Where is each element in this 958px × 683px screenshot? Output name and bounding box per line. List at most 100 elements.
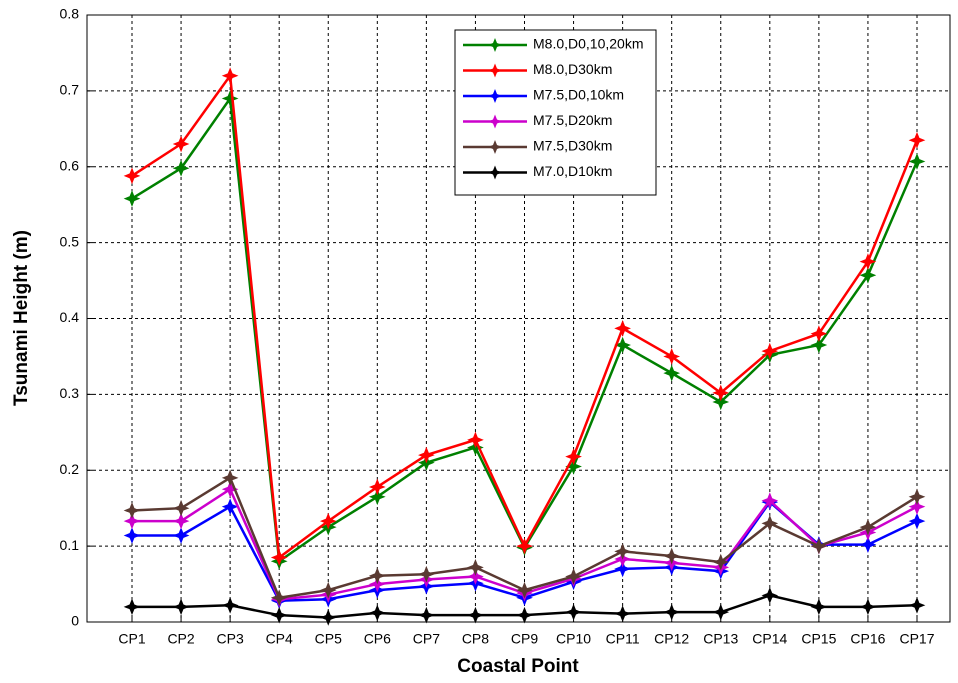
legend-label: M7.5,D20km <box>533 112 612 128</box>
marker <box>172 499 190 517</box>
marker <box>270 549 288 566</box>
legend-marker <box>488 38 502 52</box>
marker <box>663 364 681 382</box>
marker <box>368 488 386 506</box>
marker <box>908 131 926 149</box>
marker <box>221 469 239 487</box>
marker <box>516 537 533 555</box>
x-tick-label: CP11 <box>606 631 640 647</box>
marker <box>908 596 926 614</box>
x-tick-label: CP7 <box>413 631 440 647</box>
x-tick-label: CP8 <box>462 631 489 647</box>
marker <box>908 488 926 506</box>
marker <box>859 266 877 284</box>
marker <box>663 348 681 365</box>
marker <box>368 567 386 585</box>
legend-label: M8.0,D0,10,20km <box>533 36 644 52</box>
legend-label: M7.0,D10km <box>533 163 612 179</box>
y-tick-label: 0.6 <box>60 157 80 173</box>
marker <box>221 498 239 516</box>
marker <box>418 565 435 583</box>
marker <box>859 536 877 553</box>
marker <box>908 512 926 530</box>
marker <box>859 518 877 536</box>
marker <box>614 605 631 623</box>
marker <box>123 502 141 519</box>
x-tick-label: CP15 <box>801 631 836 647</box>
marker <box>859 598 877 616</box>
x-axis-title: Coastal Point <box>457 656 579 677</box>
x-tick-label: CP4 <box>266 631 293 647</box>
marker <box>663 547 681 565</box>
x-tick-label: CP9 <box>511 631 538 647</box>
y-tick-label: 0.8 <box>60 6 80 22</box>
y-tick-label: 0 <box>71 613 79 629</box>
marker <box>172 512 190 530</box>
legend-marker <box>488 140 502 154</box>
y-tick-label: 0.4 <box>60 309 80 325</box>
marker <box>565 448 582 465</box>
legend-box <box>454 29 657 196</box>
marker <box>270 606 288 624</box>
marker <box>712 393 730 411</box>
marker <box>418 606 435 624</box>
y-axis-title: Tsunami Height (m) <box>11 230 32 406</box>
x-tick-label: CP6 <box>364 631 391 647</box>
legend-marker <box>488 165 502 180</box>
marker <box>565 568 582 585</box>
legend-marker <box>488 63 502 78</box>
legend-label: M8.0,D30km <box>533 61 612 77</box>
marker <box>123 167 141 185</box>
marker <box>172 598 190 616</box>
marker <box>467 559 484 576</box>
legend: M8.0,D0,10,20km M8.0,D30km M7.5,D0,10km M7.… <box>454 29 657 196</box>
marker <box>761 587 779 604</box>
x-tick-label: CP14 <box>752 631 787 647</box>
marker <box>172 135 190 153</box>
x-tick-label: CP2 <box>167 631 194 647</box>
legend-marker <box>488 114 502 129</box>
marker <box>172 159 190 177</box>
y-tick-label: 0.5 <box>60 233 80 249</box>
marker <box>319 512 337 530</box>
marker <box>221 90 239 107</box>
marker <box>908 498 926 516</box>
marker <box>810 598 828 616</box>
marker <box>368 478 386 496</box>
marker <box>663 603 681 621</box>
marker <box>418 446 435 464</box>
marker <box>761 515 779 532</box>
marker <box>319 581 337 599</box>
legend-label: M7.5,D0,10km <box>533 87 624 103</box>
marker <box>712 553 730 571</box>
marker <box>810 325 828 343</box>
marker <box>221 67 239 85</box>
x-tick-label: CP13 <box>703 631 738 647</box>
y-tick-label: 0.2 <box>60 461 80 477</box>
marker <box>761 492 779 509</box>
marker <box>614 336 631 354</box>
marker <box>368 575 386 593</box>
marker <box>467 431 484 449</box>
marker <box>565 603 582 621</box>
x-tick-label: CP3 <box>217 631 244 647</box>
marker <box>516 606 533 624</box>
marker <box>467 568 484 585</box>
marker <box>810 537 828 555</box>
marker <box>221 596 239 614</box>
plot-frame <box>86 14 951 623</box>
marker <box>516 581 533 599</box>
marker <box>614 543 631 560</box>
x-tick-label: CP10 <box>556 631 591 647</box>
marker <box>467 606 484 624</box>
marker <box>712 384 730 402</box>
x-tick-label: CP1 <box>118 631 145 647</box>
marker <box>908 153 926 170</box>
y-tick-label: 0.3 <box>60 385 80 401</box>
x-tick-label: CP12 <box>654 631 689 647</box>
x-tick-label: CP16 <box>850 631 885 647</box>
marker <box>614 560 631 578</box>
marker <box>761 342 779 360</box>
y-tick-label: 0.1 <box>60 537 80 553</box>
